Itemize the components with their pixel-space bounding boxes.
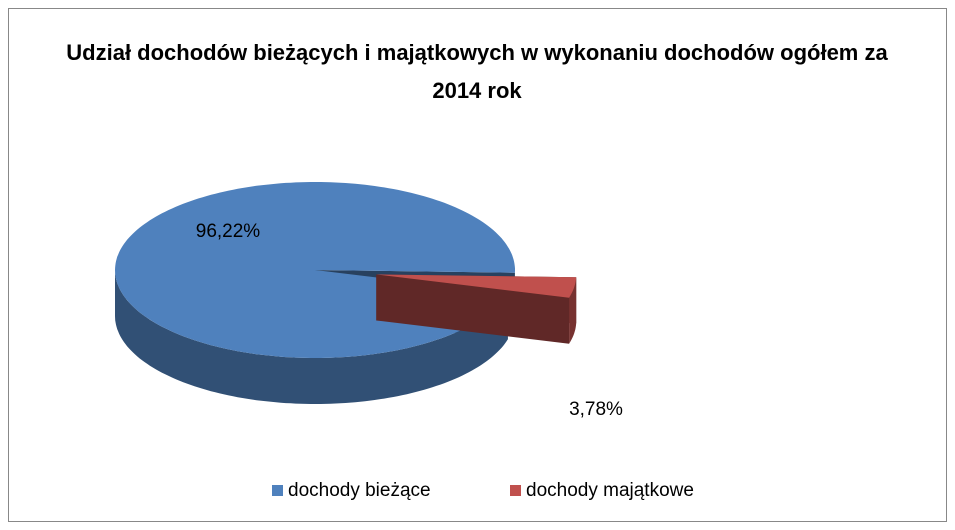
legend-label: dochody bieżące <box>288 480 431 501</box>
legend-swatch <box>272 485 283 496</box>
slice-side <box>569 277 577 344</box>
slice-top <box>376 274 577 298</box>
data-label: 96,22% <box>196 221 261 242</box>
legend-swatch <box>510 485 521 496</box>
pie-slice <box>376 274 577 344</box>
slice-cut-face <box>376 274 570 344</box>
chart-title: Udział dochodów bieżących i majątkowych … <box>66 40 888 103</box>
data-label: 3,78% <box>569 399 623 420</box>
slice-side <box>115 270 508 404</box>
legend-label: dochody majątkowe <box>526 480 694 501</box>
slice-top <box>115 182 515 358</box>
